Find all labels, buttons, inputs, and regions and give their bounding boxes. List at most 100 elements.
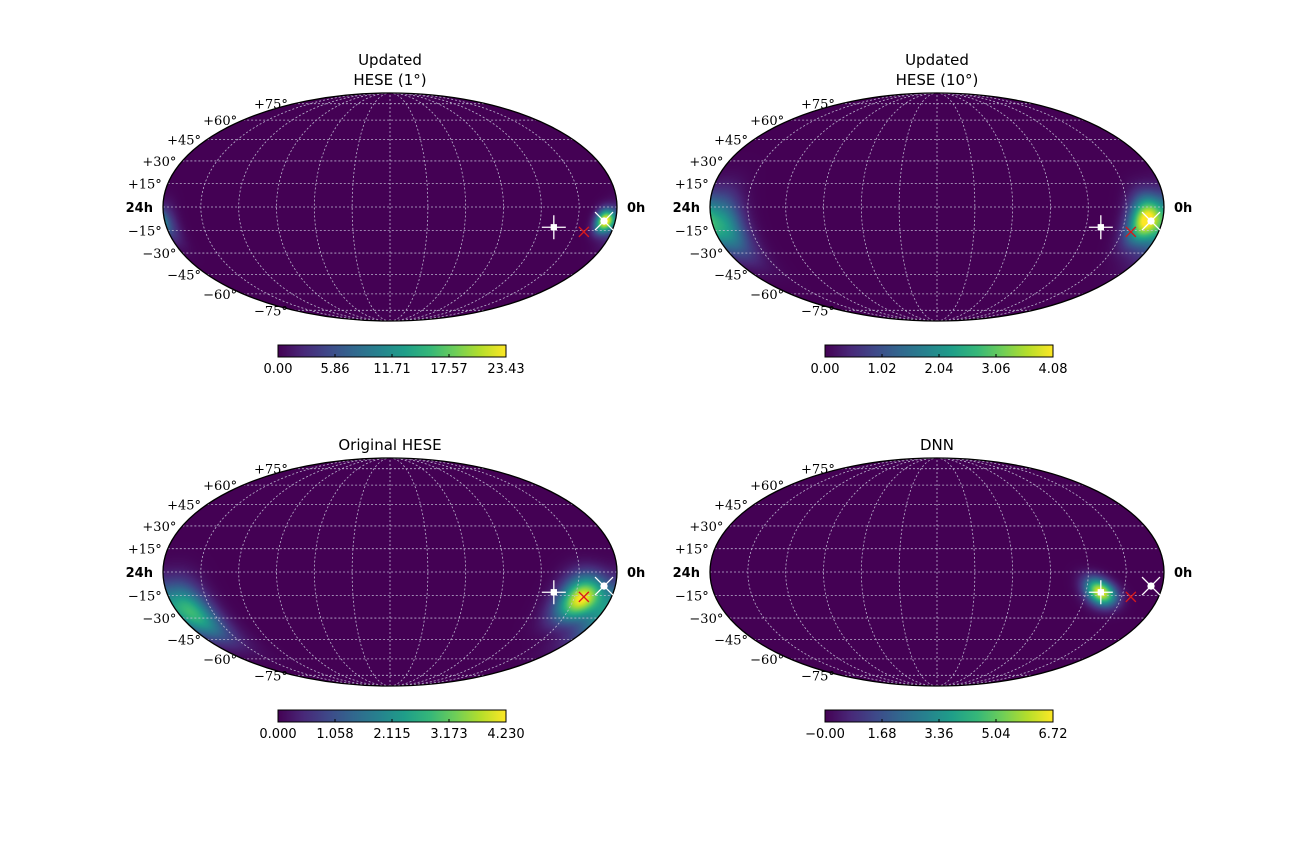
star-marker — [1141, 211, 1161, 231]
best-fit-cross-marker — [541, 215, 566, 240]
meridian-line — [823, 458, 938, 686]
dec-tick-label: +30° — [689, 155, 723, 170]
meridian-line — [313, 458, 391, 686]
ra-label-right: 0h — [627, 201, 645, 216]
colorbar-tick-label: 4.230 — [487, 727, 524, 742]
dec-tick-label: −75° — [254, 304, 288, 319]
dec-tick-label: −30° — [142, 612, 176, 627]
colorbar-tick-label: 1.02 — [868, 362, 897, 377]
meridian-line — [276, 93, 391, 321]
ra-label-left: 24h — [673, 201, 700, 216]
graticule — [163, 458, 617, 686]
dec-tick-label: +75° — [254, 98, 288, 113]
best-fit-cross-marker — [1088, 215, 1113, 240]
dec-tick-label: +15° — [675, 178, 709, 193]
panel-title: Updated — [358, 51, 422, 69]
best-fit-cross-marker — [541, 580, 566, 605]
dec-tick-label: +45° — [167, 499, 201, 514]
panel-title: HESE (10°) — [896, 71, 979, 89]
dec-tick-label: −75° — [254, 669, 288, 684]
star-marker — [594, 576, 614, 596]
dec-tick-label: −45° — [167, 268, 201, 283]
panel-title: HESE (1°) — [353, 71, 426, 89]
dec-tick-label: −75° — [801, 669, 835, 684]
meridian-line — [200, 93, 391, 321]
dec-tick-label: −75° — [801, 304, 835, 319]
dec-tick-label: −15° — [675, 589, 709, 604]
dec-tick-label: +30° — [689, 520, 723, 535]
dec-tick-label: −30° — [142, 247, 176, 262]
map-outline — [709, 457, 1165, 687]
ra-label-right: 0h — [627, 566, 645, 581]
colorbar-tick-label: 3.36 — [925, 727, 954, 742]
dec-tick-label: +30° — [142, 155, 176, 170]
skymap-panel: Updated HESE (1°) +75° +60°+45° +30° +15° −15°… — [126, 51, 646, 377]
meridian-line — [389, 458, 504, 686]
dec-tick-label: −15° — [675, 224, 709, 239]
map-outline — [162, 457, 618, 687]
meridian-line — [860, 93, 938, 321]
meridian-line — [936, 458, 1089, 686]
true-source-x-marker — [578, 591, 590, 603]
meridian-line — [389, 93, 467, 321]
dec-tick-label: −15° — [128, 589, 162, 604]
dec-tick-label: +60° — [750, 114, 784, 129]
colorbar: 0.000 1.058 2.115 3.173 4.230 — [259, 709, 525, 742]
skymap-panel: DNN +75° +60°+45° +30° +15° −15° −30° −45°−60° −… — [673, 436, 1193, 742]
map-outline — [709, 92, 1165, 322]
panel-title: DNN — [920, 436, 954, 454]
colorbar-tick-label: 0.000 — [259, 727, 296, 742]
dec-tick-label: −45° — [167, 633, 201, 648]
dec-tick-label: +45° — [714, 134, 748, 149]
dec-tick-label: −60° — [750, 653, 784, 668]
colorbar-tick-label: 0.00 — [811, 362, 840, 377]
meridian-line — [823, 93, 938, 321]
colorbar-tick-label: 5.04 — [982, 727, 1011, 742]
meridian-line — [936, 93, 1127, 321]
dec-tick-label: −60° — [203, 653, 237, 668]
colorbar-tick-label: 1.058 — [316, 727, 353, 742]
dec-tick-label: −60° — [203, 288, 237, 303]
meridian-line — [747, 458, 938, 686]
colorbar-tick-label: 11.71 — [373, 362, 410, 377]
colorbar-tick-label: 23.43 — [487, 362, 524, 377]
dec-tick-label: −30° — [689, 612, 723, 627]
ra-label-right: 0h — [1174, 566, 1192, 581]
colorbar-tick-label: 3.173 — [430, 727, 467, 742]
true-source-x-marker — [1125, 591, 1137, 603]
meridian-line — [747, 93, 938, 321]
star-marker — [594, 211, 614, 231]
graticule — [710, 93, 1164, 321]
graticule — [163, 93, 617, 321]
colorbar-tick-label: 3.06 — [982, 362, 1011, 377]
dec-tick-label: +75° — [801, 463, 835, 478]
meridian-line — [860, 458, 938, 686]
panel-title: Updated — [905, 51, 969, 69]
meridian-line — [936, 458, 1127, 686]
dec-tick-label: −30° — [689, 247, 723, 262]
meridian-line — [785, 458, 938, 686]
panel-title: Original HESE — [338, 436, 441, 454]
ra-label-left: 24h — [673, 566, 700, 581]
meridian-line — [200, 458, 391, 686]
meridian-line — [389, 93, 580, 321]
dec-tick-label: +75° — [801, 98, 835, 113]
best-fit-cross-marker — [1088, 580, 1113, 605]
dec-tick-label: +45° — [167, 134, 201, 149]
meridian-line — [389, 458, 580, 686]
true-source-x-marker — [578, 226, 590, 238]
dec-tick-label: +60° — [750, 479, 784, 494]
dec-tick-label: −60° — [750, 288, 784, 303]
colorbar-tick-label: 17.57 — [430, 362, 467, 377]
skymap-panel: Original HESE +75° +60°+45° +30° +15° −15° −30… — [126, 436, 646, 742]
meridian-line — [313, 93, 391, 321]
meridian-line — [389, 93, 542, 321]
meridian-line — [936, 93, 1014, 321]
colorbar-tick-label: 2.04 — [925, 362, 954, 377]
colorbar-tick-label: 5.86 — [321, 362, 350, 377]
colorbar-tick-label: 1.68 — [868, 727, 897, 742]
dec-tick-label: −45° — [714, 268, 748, 283]
dec-tick-label: +15° — [128, 543, 162, 558]
meridian-line — [389, 93, 504, 321]
